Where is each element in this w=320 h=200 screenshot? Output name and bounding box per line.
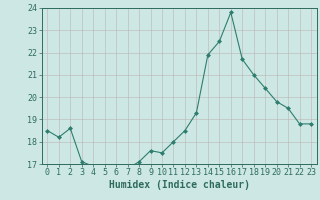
X-axis label: Humidex (Indice chaleur): Humidex (Indice chaleur) — [109, 180, 250, 190]
